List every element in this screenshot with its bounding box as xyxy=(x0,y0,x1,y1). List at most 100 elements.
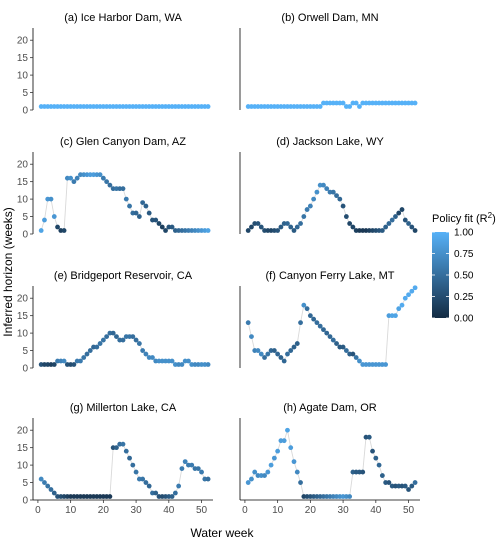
legend-title-end: ) xyxy=(492,213,496,225)
x-tick-label: 10 xyxy=(65,505,77,516)
data-point xyxy=(317,104,323,109)
y-tick-label: 15 xyxy=(17,177,29,188)
data-point xyxy=(294,224,300,230)
data-point xyxy=(340,100,346,106)
data-point xyxy=(51,490,57,496)
data-point xyxy=(143,203,149,209)
data-point xyxy=(281,438,287,444)
data-point xyxy=(288,224,294,230)
colorbar-ticks: 1.00 0.75 0.50 0.25 0.00 xyxy=(432,228,474,325)
data-point xyxy=(275,228,281,233)
data-point xyxy=(347,104,353,109)
data-point xyxy=(393,313,398,319)
data-point xyxy=(321,327,326,333)
x-tick-label: 0 xyxy=(242,505,248,516)
data-point xyxy=(51,362,57,367)
data-point xyxy=(163,228,168,233)
data-point xyxy=(291,459,297,465)
data-point xyxy=(373,455,379,461)
data-point xyxy=(143,480,149,485)
data-point xyxy=(399,207,405,212)
data-point xyxy=(182,459,188,465)
data-point xyxy=(301,214,307,219)
data-point xyxy=(402,483,408,489)
data-point xyxy=(406,487,411,492)
data-point xyxy=(360,469,366,475)
data-point xyxy=(291,228,297,233)
x-tick-label: 0 xyxy=(35,505,41,516)
data-point xyxy=(317,323,323,329)
data-point xyxy=(412,285,418,291)
y-tick-label: 10 xyxy=(17,71,29,82)
data-point xyxy=(169,224,175,230)
panel-title: (g) Millerton Lake, CA xyxy=(70,402,177,414)
y-tick-label: 5 xyxy=(22,212,28,223)
data-point xyxy=(245,320,251,326)
data-point xyxy=(370,448,375,454)
data-point xyxy=(205,104,211,109)
y-tick-label: 20 xyxy=(17,36,29,47)
panel-5: (e) Bridgeport Reservoir, CA 0 5 10 15 20 xyxy=(17,270,211,375)
data-point xyxy=(51,214,57,219)
data-point xyxy=(252,469,258,475)
y-tick-label: 0 xyxy=(22,230,28,241)
data-point xyxy=(379,228,385,233)
data-point xyxy=(353,100,359,106)
y-tick-label: 5 xyxy=(22,478,28,489)
data-point xyxy=(298,221,303,226)
data-point xyxy=(285,351,290,357)
data-point xyxy=(150,355,155,360)
data-point xyxy=(294,469,300,475)
data-point xyxy=(281,358,287,364)
data-point xyxy=(205,228,211,233)
panel-title: (e) Bridgeport Reservoir, CA xyxy=(54,270,193,282)
data-point xyxy=(304,207,310,212)
data-point xyxy=(133,469,139,475)
data-point xyxy=(179,466,185,471)
colorbar-legend: Policy fit (R2) 1.00 0.75 0.50 0.25 0.00 xyxy=(432,211,496,325)
data-point xyxy=(97,172,103,178)
data-point xyxy=(71,179,77,185)
y-tick-label: 10 xyxy=(17,329,29,340)
x-tick-label: 10 xyxy=(272,505,284,516)
data-point xyxy=(353,355,359,360)
data-point xyxy=(249,476,254,482)
data-point xyxy=(123,448,129,454)
colorbar xyxy=(432,232,449,318)
data-point xyxy=(55,224,60,230)
data-point xyxy=(324,186,330,192)
colorbar-tick-label: 1.00 xyxy=(454,228,474,239)
data-point xyxy=(114,334,119,339)
data-point xyxy=(146,483,152,489)
data-point xyxy=(304,306,310,312)
data-point xyxy=(179,362,185,367)
data-point xyxy=(307,313,313,319)
data-point xyxy=(169,494,175,499)
data-point xyxy=(205,476,211,482)
data-point xyxy=(412,480,418,485)
y-tick-label: 0 xyxy=(22,364,28,375)
y-tick-label: 10 xyxy=(17,461,29,472)
data-point xyxy=(74,175,80,181)
data-point xyxy=(97,341,103,346)
series-line xyxy=(247,287,416,365)
panel-title: (c) Glen Canyon Dam, AZ xyxy=(60,136,186,148)
data-point xyxy=(265,351,271,357)
legend-title: Policy fit (R2) xyxy=(432,211,496,225)
panel-2: (b) Orwell Dam, MN xyxy=(239,12,418,110)
data-point xyxy=(61,358,67,364)
series-line xyxy=(40,174,209,232)
data-point xyxy=(324,330,330,336)
data-point xyxy=(330,189,336,195)
data-point xyxy=(143,351,149,357)
data-point xyxy=(136,214,142,219)
data-point xyxy=(275,448,281,454)
data-point xyxy=(301,302,307,308)
data-point xyxy=(136,341,142,346)
data-point xyxy=(275,351,281,357)
y-tick-label: 10 xyxy=(17,195,29,206)
data-point xyxy=(334,341,339,346)
x-tick-label: 50 xyxy=(196,505,208,516)
data-point xyxy=(406,292,411,298)
data-point xyxy=(159,224,165,230)
